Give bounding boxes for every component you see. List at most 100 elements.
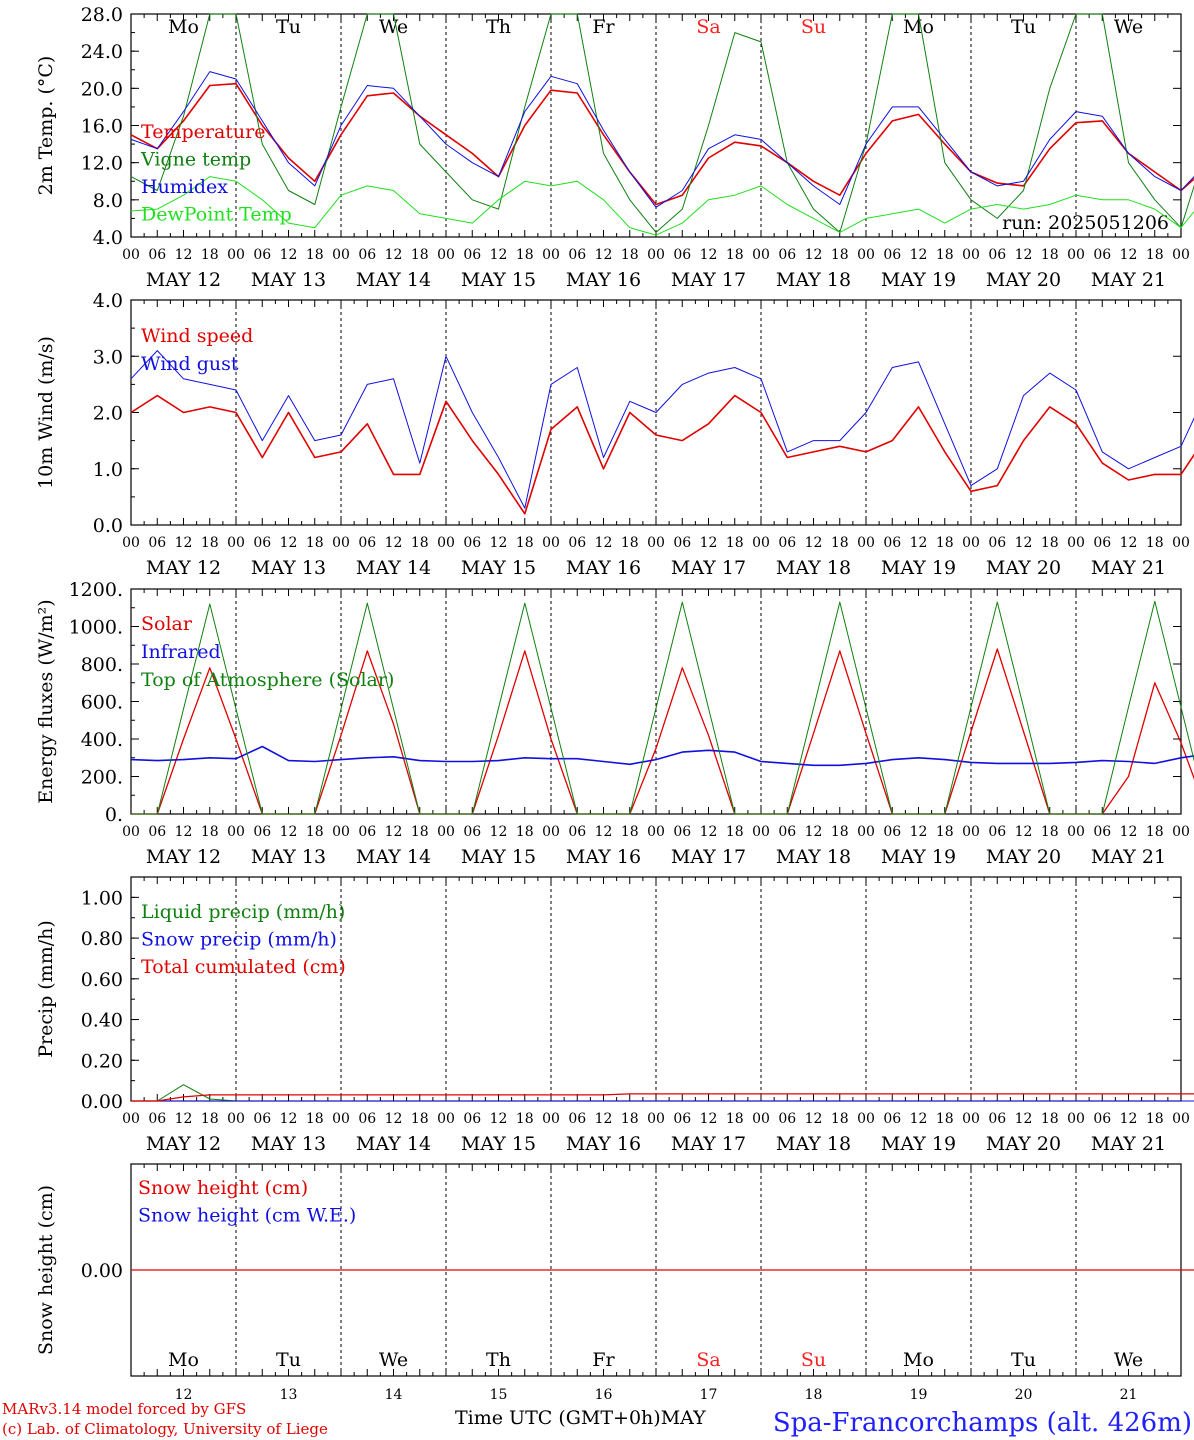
y-tick-label: 800. bbox=[81, 654, 123, 676]
y-tick-label: 20.0 bbox=[81, 78, 123, 100]
hour-tick-label: 06 bbox=[253, 824, 271, 840]
hour-tick-label: 00 bbox=[227, 247, 245, 263]
day-abbr-bottom-tu: Tu bbox=[276, 1349, 301, 1371]
hour-tick-label: 06 bbox=[1093, 535, 1111, 551]
day-abbr-th: Th bbox=[486, 16, 511, 38]
hour-tick-label: 18 bbox=[936, 535, 954, 551]
y-tick-label: 1200. bbox=[69, 579, 123, 601]
hour-tick-label: 12 bbox=[805, 824, 823, 840]
y-tick-label: 0.60 bbox=[81, 969, 123, 991]
hour-tick-label: 00 bbox=[1067, 824, 1085, 840]
hour-tick-label: 00 bbox=[542, 824, 560, 840]
hour-tick-label: 18 bbox=[621, 824, 639, 840]
date-label: MAY 16 bbox=[566, 557, 641, 579]
day-abbr-bottom-mo: Mo bbox=[903, 1349, 934, 1371]
hour-tick-label: 00 bbox=[332, 247, 350, 263]
station-title: Spa-Francorchamps (alt. 426m) bbox=[773, 1408, 1192, 1438]
day-abbr-tu: Tu bbox=[1011, 16, 1036, 38]
hour-tick-label: 18 bbox=[1146, 535, 1164, 551]
y-axis-label: Snow height (cm) bbox=[35, 1185, 57, 1355]
hour-tick-label: 06 bbox=[778, 1111, 796, 1127]
hour-tick-label: 06 bbox=[358, 824, 376, 840]
day-number-label: 21 bbox=[1120, 1387, 1138, 1403]
day-abbr-mo: Mo bbox=[903, 16, 934, 38]
y-tick-label: 8.0 bbox=[93, 190, 123, 212]
legend-solar: Solar bbox=[141, 613, 193, 635]
hour-tick-label: 06 bbox=[253, 247, 271, 263]
hour-tick-label: 18 bbox=[936, 247, 954, 263]
y-axis-label: 10m Wind (m/s) bbox=[35, 336, 57, 489]
date-label: MAY 12 bbox=[146, 269, 221, 291]
hour-tick-label: 12 bbox=[700, 247, 718, 263]
date-label: MAY 20 bbox=[986, 846, 1061, 868]
panel-energy: 0. 200. 400. 600. 800. 1000. 1200. Energy fluxe… bbox=[35, 579, 1194, 868]
hour-tick-label: 00 bbox=[752, 1111, 770, 1127]
y-tick-label: 0.0 bbox=[93, 515, 123, 537]
hour-tick-label: 06 bbox=[883, 535, 901, 551]
hour-tick-label: 06 bbox=[463, 1111, 481, 1127]
hour-tick-label: 00 bbox=[1067, 535, 1085, 551]
day-abbr-bottom-su: Su bbox=[801, 1349, 826, 1371]
date-label: MAY 17 bbox=[671, 557, 746, 579]
y-tick-label: 400. bbox=[81, 729, 123, 751]
hour-tick-label: 06 bbox=[1093, 247, 1111, 263]
series-solar bbox=[131, 648, 1194, 815]
legend-vigne-temp: Vigne temp bbox=[140, 149, 251, 171]
hour-tick-label: 12 bbox=[1120, 247, 1138, 263]
day-abbr-su: Su bbox=[801, 16, 826, 38]
y-tick-label: 600. bbox=[81, 692, 123, 714]
legend-dewpoint-temp: DewPoint Temp bbox=[141, 204, 292, 226]
date-label: MAY 18 bbox=[776, 269, 851, 291]
hour-tick-label: 18 bbox=[516, 824, 534, 840]
hour-tick-label: 12 bbox=[700, 1111, 718, 1127]
hour-tick-label: 18 bbox=[1146, 824, 1164, 840]
hour-tick-label: 00 bbox=[227, 824, 245, 840]
model-credit: MARv3.14 model forced by GFS bbox=[2, 1400, 246, 1418]
hour-tick-label: 00 bbox=[227, 535, 245, 551]
hour-tick-label: 00 bbox=[122, 535, 140, 551]
hour-tick-label: 12 bbox=[385, 247, 403, 263]
y-tick-label: 1.0 bbox=[93, 459, 123, 481]
hour-tick-label: 12 bbox=[595, 824, 613, 840]
day-number-label: 14 bbox=[385, 1387, 403, 1403]
date-label: MAY 16 bbox=[566, 846, 641, 868]
chart-panels: 4.0 8.0 12.0 16.0 20.0 24.0 28.0 2m Temp. (°C) M… bbox=[35, 4, 1194, 1403]
day-abbr-bottom-we: We bbox=[1114, 1349, 1143, 1371]
day-abbr-tu: Tu bbox=[276, 16, 301, 38]
y-tick-label: 12.0 bbox=[81, 153, 123, 175]
hour-tick-label: 00 bbox=[122, 824, 140, 840]
series-temperature bbox=[130, 82, 1194, 206]
hour-tick-label: 12 bbox=[1015, 247, 1033, 263]
hour-tick-label: 18 bbox=[201, 1111, 219, 1127]
hour-tick-label: 18 bbox=[411, 247, 429, 263]
hour-tick-label: 18 bbox=[201, 535, 219, 551]
hour-tick-label: 00 bbox=[1172, 824, 1190, 840]
hour-tick-label: 06 bbox=[778, 247, 796, 263]
hour-tick-label: 12 bbox=[1015, 824, 1033, 840]
hour-tick-label: 12 bbox=[595, 247, 613, 263]
hour-tick-label: 00 bbox=[227, 1111, 245, 1127]
day-number-label: 16 bbox=[595, 1387, 613, 1403]
date-label: MAY 14 bbox=[356, 557, 431, 579]
day-abbr-bottom-fr: Fr bbox=[592, 1349, 615, 1371]
series-wind-speed bbox=[130, 394, 1194, 515]
date-label: MAY 13 bbox=[251, 1133, 326, 1155]
y-axis-label: Precip (mm/h) bbox=[35, 920, 57, 1058]
hour-tick-label: 12 bbox=[700, 824, 718, 840]
hour-tick-label: 18 bbox=[831, 535, 849, 551]
legend-snow-precip-mm-h-: Snow precip (mm/h) bbox=[141, 929, 337, 951]
hour-tick-label: 06 bbox=[673, 247, 691, 263]
date-label: MAY 17 bbox=[671, 846, 746, 868]
hour-tick-label: 00 bbox=[752, 824, 770, 840]
date-label: MAY 16 bbox=[566, 1133, 641, 1155]
y-tick-label: 1.00 bbox=[81, 887, 123, 909]
hour-tick-label: 18 bbox=[726, 247, 744, 263]
hour-tick-label: 06 bbox=[778, 824, 796, 840]
day-abbr-bottom-mo: Mo bbox=[168, 1349, 199, 1371]
time-axis-label: Time UTC (GMT+0h)MAY bbox=[455, 1407, 706, 1429]
date-label: MAY 20 bbox=[986, 1133, 1061, 1155]
day-number-label: 18 bbox=[805, 1387, 823, 1403]
date-label: MAY 18 bbox=[776, 1133, 851, 1155]
hour-tick-label: 06 bbox=[148, 535, 166, 551]
